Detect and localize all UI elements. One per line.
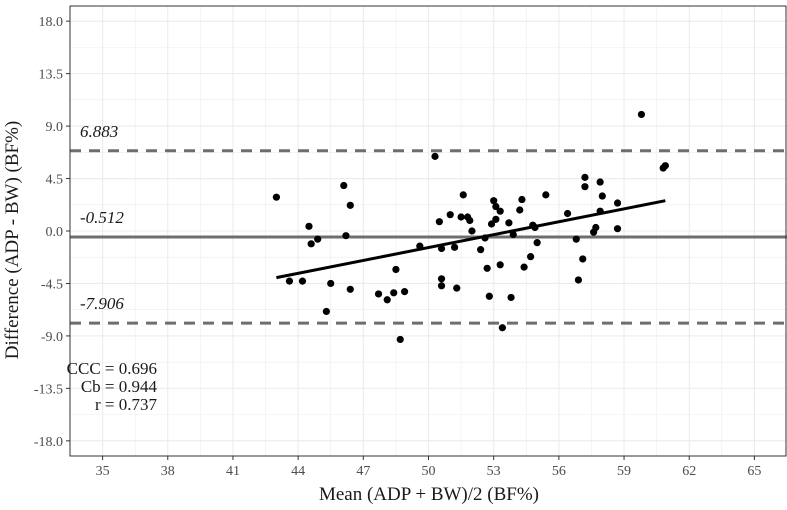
y-tick-label: -9.0 [41, 330, 63, 345]
data-point [516, 206, 524, 214]
data-point [520, 263, 528, 271]
data-point [581, 173, 589, 181]
data-point [527, 253, 535, 261]
data-point [661, 162, 669, 170]
x-tick-label: 53 [487, 464, 501, 479]
x-tick-label: 41 [226, 464, 240, 479]
data-point [468, 227, 476, 235]
y-axis-ticks: 18.0 13.5 9.0 4.5 0.0 -4.5 -9.0 -13.5 -18.0 [34, 15, 70, 450]
x-tick-label: 65 [747, 464, 761, 479]
data-point [492, 202, 500, 211]
data-point [581, 183, 589, 191]
y-tick-label: -4.5 [41, 277, 63, 292]
data-point [340, 181, 348, 190]
x-axis-title: Mean (ADP + BW)/2 (BF%) [319, 484, 539, 505]
y-axis-title: Difference (ADP - BW) (BF%) [2, 121, 23, 359]
regression-line [276, 199, 666, 280]
data-point [346, 201, 354, 209]
data-point [383, 296, 391, 304]
data-point [272, 193, 281, 201]
data-point [598, 192, 606, 200]
data-point [490, 197, 498, 205]
data-point [437, 275, 446, 283]
data-point [505, 219, 513, 227]
data-point [613, 225, 622, 233]
data-point [496, 207, 504, 215]
x-tick-label: 59 [617, 464, 631, 479]
data-point [492, 215, 500, 223]
y-tick-label: -13.5 [34, 382, 63, 397]
data-point [307, 240, 315, 248]
data-points [272, 110, 669, 344]
data-point [392, 265, 400, 274]
data-point [507, 293, 515, 302]
x-tick-label: 50 [422, 464, 436, 479]
y-tick-label: 13.5 [39, 68, 64, 83]
y-tick-label: 0.0 [46, 225, 64, 240]
data-point [457, 213, 465, 221]
data-point [592, 223, 600, 232]
data-point [298, 277, 307, 285]
x-tick-label: 38 [161, 464, 175, 479]
x-tick-label: 44 [291, 464, 305, 479]
data-point [487, 220, 496, 228]
data-point [453, 284, 461, 292]
ccc-annotation: CCC = 0.696 [67, 359, 157, 378]
data-point [574, 276, 583, 284]
cb-annotation: Cb = 0.944 [81, 377, 158, 396]
x-tick-label: 62 [682, 464, 696, 479]
reference-lines [70, 149, 787, 325]
data-point [498, 324, 506, 332]
regression-line-path [276, 199, 666, 280]
data-point [390, 289, 398, 297]
data-point [613, 199, 622, 207]
data-point [342, 232, 350, 240]
y-tick-label: 9.0 [46, 120, 64, 135]
data-point [435, 218, 443, 226]
y-tick-label: 4.5 [46, 173, 64, 188]
y-tick-label: -18.0 [34, 435, 63, 450]
y-tick-label: 18.0 [39, 15, 64, 30]
data-point [431, 152, 439, 160]
reference-line-label: 6.883 [80, 122, 118, 141]
x-axis-ticks: 35 38 41 44 47 50 53 56 59 62 65 [96, 456, 761, 479]
data-point [450, 243, 459, 251]
data-point [401, 288, 409, 296]
x-tick-label: 56 [552, 464, 566, 479]
reference-line-label: -7.906 [80, 294, 124, 313]
x-tick-label: 47 [356, 464, 370, 479]
data-point [446, 211, 454, 219]
data-point [485, 292, 493, 300]
data-point [322, 307, 330, 316]
data-point [533, 239, 541, 247]
reference-line-labels: 6.883 -0.512 -7.906 [80, 122, 124, 313]
data-point [374, 290, 383, 298]
data-point [327, 279, 335, 288]
data-point [466, 216, 474, 225]
data-point [509, 230, 517, 239]
data-point [459, 191, 467, 199]
r-annotation: r = 0.737 [95, 395, 157, 414]
data-point [396, 335, 404, 344]
grid-lines [70, 6, 787, 456]
data-point [518, 195, 526, 204]
data-point [305, 222, 313, 230]
data-point [437, 282, 446, 290]
data-point [285, 277, 294, 285]
data-point [496, 261, 504, 269]
data-point [314, 235, 322, 243]
data-point [483, 264, 491, 272]
reference-line-label: -0.512 [80, 208, 124, 227]
data-point [346, 285, 354, 293]
data-point [563, 209, 572, 218]
data-point [596, 178, 604, 186]
x-tick-label: 35 [96, 464, 110, 479]
data-point [637, 110, 646, 119]
data-point [477, 246, 485, 254]
data-point [572, 235, 580, 243]
data-point [579, 255, 587, 263]
data-point [542, 191, 550, 199]
